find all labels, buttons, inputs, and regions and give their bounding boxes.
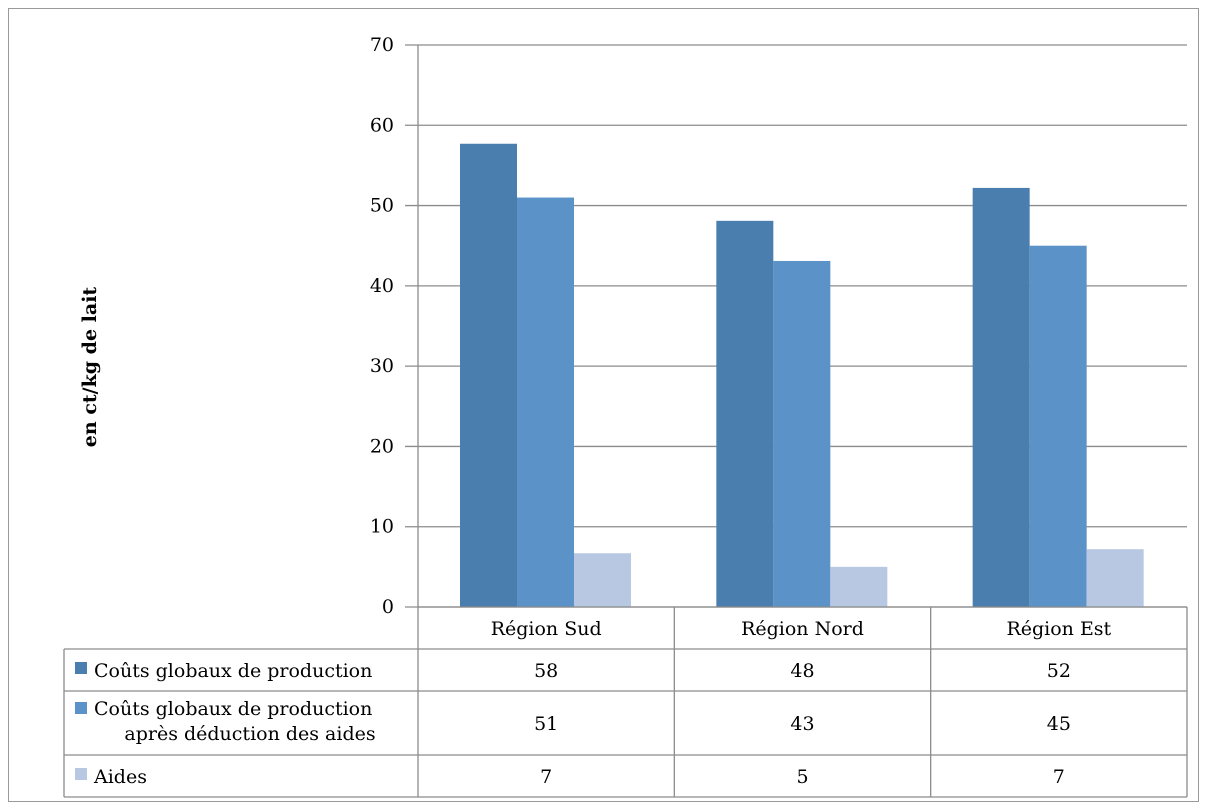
bar xyxy=(517,197,574,608)
series-label: après déduction des aides xyxy=(124,723,375,745)
data-label: 48 xyxy=(790,660,814,682)
y-tick-label: 10 xyxy=(370,516,394,538)
bar xyxy=(1086,549,1144,607)
data-label: 7 xyxy=(1053,766,1065,788)
bar xyxy=(1029,245,1087,607)
series-label: Aides xyxy=(93,766,147,788)
legend-swatch xyxy=(75,768,87,780)
bar xyxy=(773,260,831,607)
bar xyxy=(574,553,631,607)
y-tick-label: 0 xyxy=(382,596,394,618)
category-label: Région Est xyxy=(1006,618,1111,640)
data-label: 52 xyxy=(1047,660,1071,682)
data-table: Région Sud Région Nord Région Est Coûts glo… xyxy=(63,606,1188,798)
y-tick-label: 30 xyxy=(370,355,394,377)
y-tick-labels: 0 10 20 30 40 50 60 70 xyxy=(370,34,394,618)
y-tick-label: 60 xyxy=(370,114,394,136)
series-label: Coûts globaux de production xyxy=(94,660,372,682)
series-label: Coûts globaux de production xyxy=(94,698,372,720)
bar xyxy=(830,566,888,607)
y-tick-label: 20 xyxy=(370,435,394,457)
y-tick-label: 40 xyxy=(370,275,394,297)
legend-swatch xyxy=(75,662,87,674)
bar xyxy=(972,187,1030,607)
category-label: Région Sud xyxy=(491,618,602,640)
bars xyxy=(460,143,1144,608)
y-axis-label: en ct/kg de lait xyxy=(79,287,101,448)
category-label: Région Nord xyxy=(741,618,864,640)
data-label: 51 xyxy=(534,713,558,735)
y-tick-label: 70 xyxy=(370,34,394,56)
data-label: 5 xyxy=(796,766,808,788)
bar xyxy=(460,143,517,607)
data-label: 43 xyxy=(790,713,814,735)
y-tick-label: 50 xyxy=(370,195,394,217)
data-label: 7 xyxy=(540,766,552,788)
data-label: 45 xyxy=(1047,713,1071,735)
legend-swatch xyxy=(75,702,87,714)
data-label: 58 xyxy=(534,660,558,682)
bar xyxy=(716,220,774,607)
